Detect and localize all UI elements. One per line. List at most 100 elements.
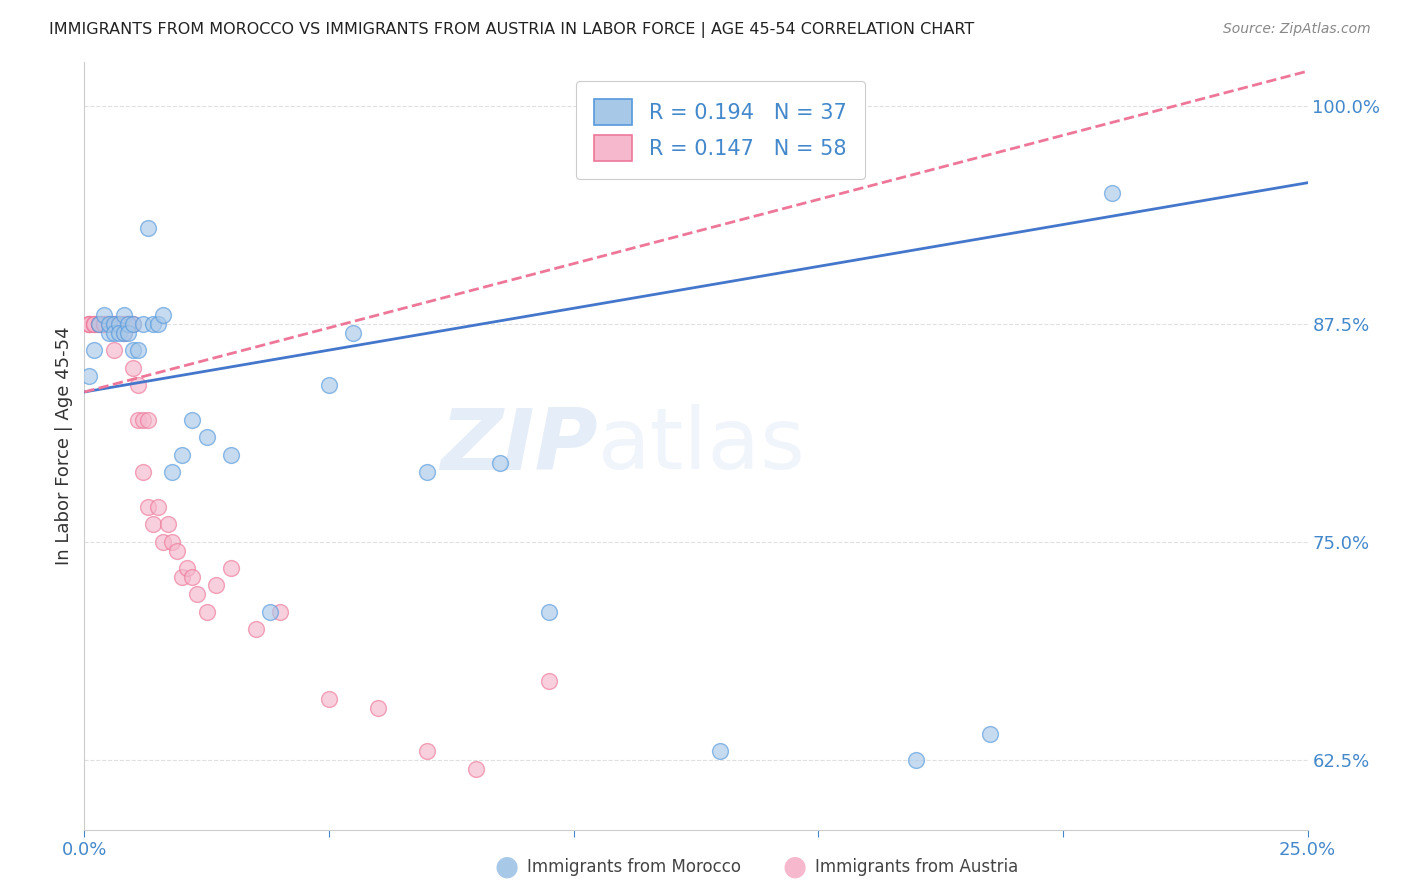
Point [132, 317, 155, 331]
Point [205, 578, 228, 592]
Point [122, 317, 145, 331]
Point [77, 317, 100, 331]
Point [112, 326, 135, 340]
Point [416, 465, 439, 479]
Point [122, 317, 145, 331]
Point [103, 317, 125, 331]
Point [83, 317, 105, 331]
Point [122, 343, 145, 357]
Point [112, 326, 135, 340]
Point [83, 317, 105, 331]
Point [181, 570, 204, 584]
Point [132, 465, 155, 479]
Point [127, 343, 149, 357]
Point [83, 317, 105, 331]
Point [127, 413, 149, 427]
Point [342, 326, 364, 340]
Point [489, 457, 512, 471]
Point [162, 465, 184, 479]
Point [87, 317, 110, 331]
Point [93, 308, 115, 322]
Point [176, 561, 198, 575]
Point [186, 587, 208, 601]
Point [709, 744, 731, 758]
Point [97, 317, 120, 331]
Point [97, 317, 120, 331]
Point [107, 317, 129, 331]
Point [464, 762, 486, 776]
Point [152, 308, 174, 322]
Point [93, 317, 115, 331]
Point [107, 317, 129, 331]
Text: IMMIGRANTS FROM MOROCCO VS IMMIGRANTS FROM AUSTRIA IN LABOR FORCE | AGE 45-54 CO: IMMIGRANTS FROM MOROCCO VS IMMIGRANTS FR… [49, 22, 974, 38]
Point [142, 317, 165, 331]
Point [77, 317, 100, 331]
Point [117, 326, 139, 340]
Point [97, 317, 120, 331]
Point [136, 500, 159, 514]
Text: ●: ● [494, 853, 519, 881]
Point [219, 448, 242, 462]
Point [162, 534, 184, 549]
Point [195, 605, 218, 619]
Point [103, 317, 125, 331]
Point [142, 517, 165, 532]
Point [93, 317, 115, 331]
Point [181, 413, 204, 427]
Point [758, 99, 780, 113]
Point [979, 726, 1001, 740]
Point [93, 317, 115, 331]
Text: Immigrants from Morocco: Immigrants from Morocco [527, 858, 741, 876]
Point [245, 622, 267, 636]
Point [538, 605, 561, 619]
Point [416, 744, 439, 758]
Point [538, 674, 561, 689]
Point [97, 326, 120, 340]
Point [166, 543, 188, 558]
Point [83, 343, 105, 357]
Point [122, 360, 145, 375]
Point [77, 317, 100, 331]
Point [1101, 186, 1123, 201]
Point [87, 317, 110, 331]
Point [97, 317, 120, 331]
Point [87, 317, 110, 331]
Point [117, 317, 139, 331]
Point [77, 369, 100, 384]
Text: Source: ZipAtlas.com: Source: ZipAtlas.com [1223, 22, 1371, 37]
Point [269, 605, 291, 619]
Point [172, 570, 194, 584]
Point [146, 317, 169, 331]
Point [219, 561, 242, 575]
Point [367, 700, 389, 714]
Point [156, 517, 179, 532]
Point [318, 378, 340, 392]
Point [112, 317, 135, 331]
Point [112, 317, 135, 331]
Point [117, 317, 139, 331]
Point [103, 343, 125, 357]
Point [905, 753, 928, 767]
Y-axis label: In Labor Force | Age 45-54: In Labor Force | Age 45-54 [55, 326, 73, 566]
Point [127, 378, 149, 392]
Text: Immigrants from Austria: Immigrants from Austria [815, 858, 1019, 876]
Text: ZIP: ZIP [440, 404, 598, 488]
Point [259, 605, 281, 619]
Point [195, 430, 218, 444]
Text: ●: ● [782, 853, 807, 881]
Point [87, 317, 110, 331]
Point [318, 691, 340, 706]
Point [117, 317, 139, 331]
Point [107, 317, 129, 331]
Point [117, 317, 139, 331]
Point [112, 308, 135, 322]
Point [107, 317, 129, 331]
Point [146, 500, 169, 514]
Point [661, 99, 683, 113]
Point [107, 326, 129, 340]
Point [136, 221, 159, 235]
Legend: R = 0.194   N = 37, R = 0.147   N = 58: R = 0.194 N = 37, R = 0.147 N = 58 [575, 80, 865, 179]
Point [103, 326, 125, 340]
Point [77, 317, 100, 331]
Point [152, 534, 174, 549]
